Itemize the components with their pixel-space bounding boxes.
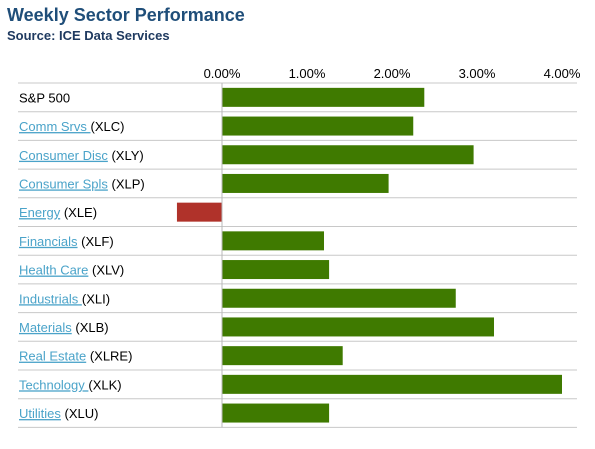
- sector-ticker: (XLI): [82, 291, 110, 306]
- bar-xlu: [222, 403, 330, 423]
- bar-xlv: [222, 260, 330, 280]
- bar-xli: [222, 288, 456, 308]
- sector-ticker: (XLE): [60, 205, 97, 220]
- sector-label[interactable]: Financials (XLF): [19, 234, 114, 249]
- sector-label[interactable]: Comm Srvs (XLC): [19, 119, 124, 134]
- bar-xlb: [222, 317, 494, 337]
- bar-xlp: [222, 173, 389, 193]
- sector-link[interactable]: Industrials: [19, 291, 82, 306]
- sector-link[interactable]: Technology: [19, 377, 88, 392]
- sector-link[interactable]: Comm Srvs: [19, 119, 91, 134]
- sector-label[interactable]: Materials (XLB): [19, 320, 109, 335]
- sector-ticker: (XLV): [88, 263, 124, 278]
- x-tick-label: 4.00%: [544, 66, 581, 81]
- bar-xlre: [222, 346, 343, 366]
- sector-link[interactable]: Health Care: [19, 263, 88, 278]
- sector-ticker: (XLRE): [86, 349, 132, 364]
- sector-label[interactable]: Technology (XLK): [19, 377, 122, 392]
- bar-sp500: [222, 87, 425, 107]
- sector-label: S&P 500: [19, 90, 70, 105]
- sector-label[interactable]: Consumer Spls (XLP): [19, 176, 145, 191]
- x-tick-label: 1.00%: [289, 66, 326, 81]
- sector-link[interactable]: Financials: [19, 234, 78, 249]
- sector-ticker: (XLY): [108, 148, 144, 163]
- sector-ticker: (XLF): [78, 234, 114, 249]
- sector-name: S&P 500: [19, 90, 70, 105]
- sector-label[interactable]: Utilities (XLU): [19, 406, 98, 421]
- sector-label[interactable]: Health Care (XLV): [19, 263, 124, 278]
- bar-xle: [176, 202, 222, 222]
- x-tick-label: 0.00%: [204, 66, 241, 81]
- sector-ticker: (XLB): [72, 320, 109, 335]
- sector-label[interactable]: Industrials (XLI): [19, 291, 110, 306]
- sector-ticker: (XLK): [88, 377, 121, 392]
- bar-xlc: [222, 116, 414, 136]
- sector-link[interactable]: Consumer Spls: [19, 176, 108, 191]
- x-tick-label: 3.00%: [459, 66, 496, 81]
- sector-label[interactable]: Real Estate (XLRE): [19, 349, 132, 364]
- bar-xlf: [222, 231, 324, 251]
- sector-link[interactable]: Consumer Disc: [19, 148, 108, 163]
- sector-link[interactable]: Materials: [19, 320, 72, 335]
- chart-subtitle: Source: ICE Data Services: [7, 28, 170, 43]
- sector-label[interactable]: Energy (XLE): [19, 205, 97, 220]
- sector-link[interactable]: Utilities: [19, 406, 61, 421]
- chart-title: Weekly Sector Performance: [7, 5, 245, 25]
- bar-xly: [222, 145, 474, 165]
- sector-ticker: (XLU): [61, 406, 99, 421]
- sector-ticker: (XLC): [91, 119, 125, 134]
- sector-label[interactable]: Consumer Disc (XLY): [19, 148, 144, 163]
- x-tick-label: 2.00%: [374, 66, 411, 81]
- sector-link[interactable]: Real Estate: [19, 349, 86, 364]
- sector-link[interactable]: Energy: [19, 205, 61, 220]
- sector-ticker: (XLP): [108, 176, 145, 191]
- bar-xlk: [222, 374, 562, 394]
